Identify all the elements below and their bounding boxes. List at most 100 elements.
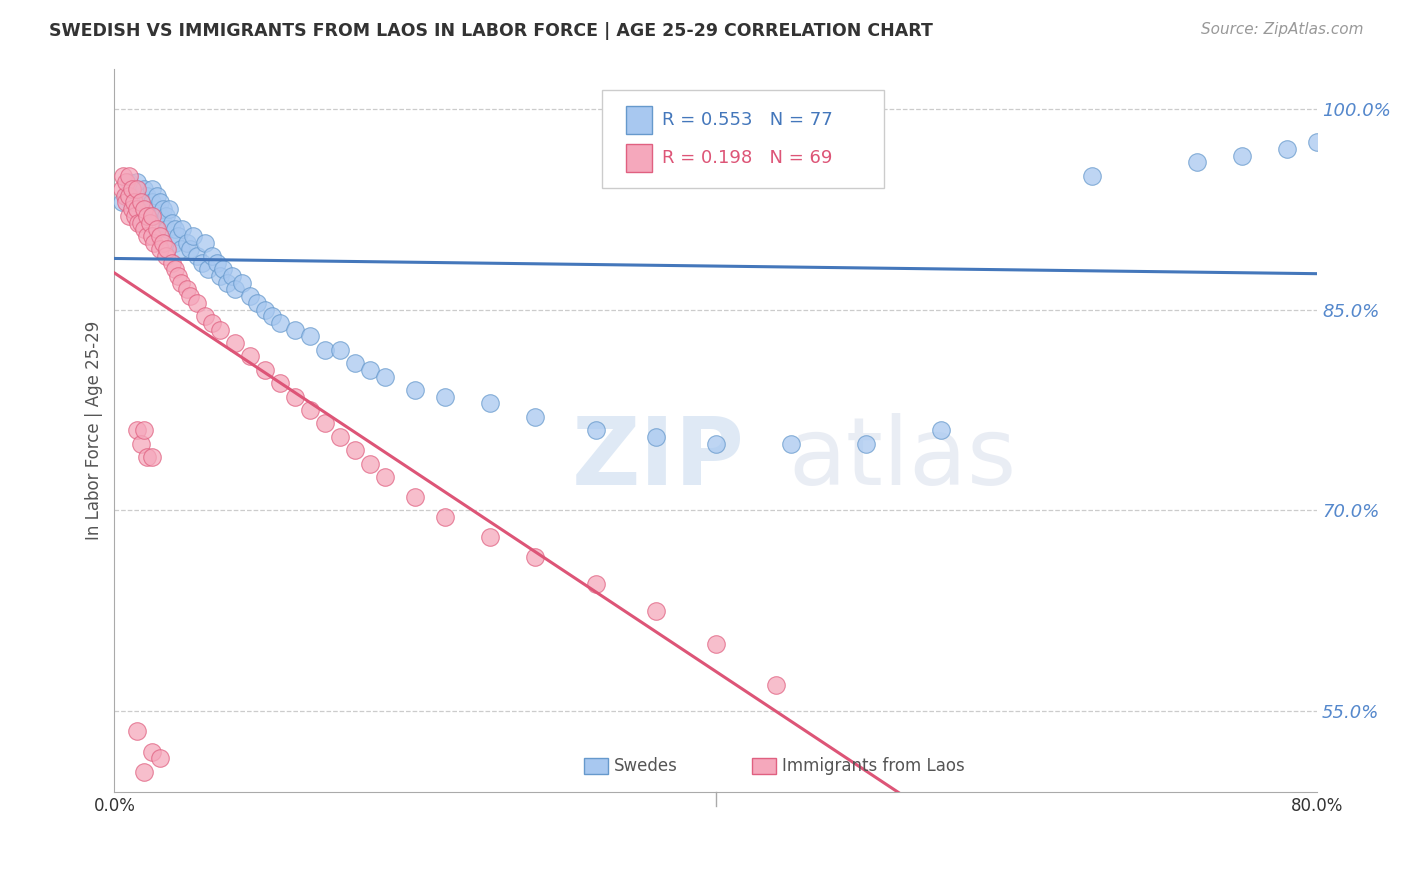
Point bbox=[145, 188, 167, 202]
Point bbox=[253, 363, 276, 377]
Point bbox=[115, 175, 138, 189]
Point bbox=[194, 235, 217, 250]
Point bbox=[931, 423, 953, 437]
Point bbox=[134, 202, 156, 216]
Point bbox=[855, 436, 877, 450]
Point bbox=[134, 195, 156, 210]
Point bbox=[284, 323, 307, 337]
Point bbox=[644, 430, 666, 444]
Point bbox=[152, 235, 174, 250]
Point bbox=[115, 188, 138, 202]
Point bbox=[163, 222, 186, 236]
Point bbox=[121, 202, 143, 216]
Point bbox=[208, 269, 231, 284]
Point bbox=[314, 343, 336, 357]
Point bbox=[148, 209, 170, 223]
Point bbox=[329, 430, 352, 444]
Point bbox=[179, 289, 201, 303]
Point bbox=[111, 182, 134, 196]
Point bbox=[166, 228, 188, 243]
Point bbox=[118, 188, 141, 202]
Point bbox=[141, 195, 163, 210]
Point bbox=[136, 228, 159, 243]
Point bbox=[343, 443, 366, 458]
Point bbox=[131, 215, 153, 229]
Point bbox=[374, 470, 396, 484]
Text: atlas: atlas bbox=[787, 413, 1017, 505]
Point bbox=[125, 175, 148, 189]
Point bbox=[145, 202, 167, 216]
Point bbox=[115, 195, 138, 210]
Point bbox=[231, 276, 253, 290]
Point bbox=[118, 209, 141, 223]
Point bbox=[269, 376, 291, 391]
Point bbox=[298, 403, 321, 417]
Point bbox=[284, 390, 307, 404]
Point bbox=[765, 677, 787, 691]
Point bbox=[524, 409, 547, 424]
Point bbox=[122, 195, 145, 210]
Point bbox=[121, 195, 143, 210]
Point bbox=[136, 209, 159, 223]
Point bbox=[136, 188, 159, 202]
Point bbox=[160, 256, 183, 270]
Bar bbox=[583, 757, 607, 773]
Point bbox=[134, 182, 156, 196]
Point bbox=[208, 323, 231, 337]
Point bbox=[141, 228, 163, 243]
Point bbox=[156, 243, 179, 257]
Point bbox=[253, 302, 276, 317]
Point bbox=[329, 343, 352, 357]
Point bbox=[269, 316, 291, 330]
Point bbox=[170, 222, 193, 236]
Text: R = 0.553   N = 77: R = 0.553 N = 77 bbox=[662, 111, 832, 128]
Point bbox=[111, 195, 134, 210]
Point bbox=[314, 417, 336, 431]
Point bbox=[298, 329, 321, 343]
Point bbox=[221, 269, 243, 284]
Point bbox=[1367, 121, 1389, 136]
Point bbox=[239, 289, 262, 303]
Point bbox=[224, 283, 246, 297]
Point bbox=[112, 169, 135, 183]
Point bbox=[181, 228, 204, 243]
Point bbox=[118, 188, 141, 202]
Point bbox=[134, 222, 156, 236]
Point bbox=[125, 202, 148, 216]
Point bbox=[186, 296, 208, 310]
Point bbox=[224, 336, 246, 351]
Point bbox=[134, 423, 156, 437]
Point bbox=[122, 182, 145, 196]
Text: Swedes: Swedes bbox=[613, 756, 678, 774]
Bar bbox=[752, 757, 776, 773]
Point bbox=[585, 423, 607, 437]
Point bbox=[194, 310, 217, 324]
Point bbox=[142, 235, 165, 250]
Point bbox=[1230, 148, 1253, 162]
Point bbox=[179, 243, 201, 257]
Point bbox=[262, 310, 284, 324]
Point bbox=[479, 396, 502, 410]
Point bbox=[163, 235, 186, 250]
Point bbox=[148, 195, 170, 210]
Text: SWEDISH VS IMMIGRANTS FROM LAOS IN LABOR FORCE | AGE 25-29 CORRELATION CHART: SWEDISH VS IMMIGRANTS FROM LAOS IN LABOR… bbox=[49, 22, 934, 40]
Point bbox=[359, 457, 381, 471]
Point bbox=[359, 363, 381, 377]
Point bbox=[704, 637, 727, 651]
Point bbox=[176, 235, 198, 250]
Point bbox=[246, 296, 269, 310]
Point bbox=[524, 550, 547, 565]
Point bbox=[114, 188, 136, 202]
Point bbox=[434, 390, 457, 404]
Point bbox=[127, 215, 149, 229]
Point bbox=[1275, 142, 1298, 156]
Point bbox=[1336, 128, 1358, 143]
Point bbox=[125, 182, 148, 196]
Point bbox=[1185, 155, 1208, 169]
Point bbox=[141, 209, 163, 223]
Point bbox=[136, 202, 159, 216]
Point bbox=[644, 604, 666, 618]
Text: R = 0.198   N = 69: R = 0.198 N = 69 bbox=[662, 149, 832, 167]
Point bbox=[479, 530, 502, 544]
Point bbox=[148, 228, 170, 243]
